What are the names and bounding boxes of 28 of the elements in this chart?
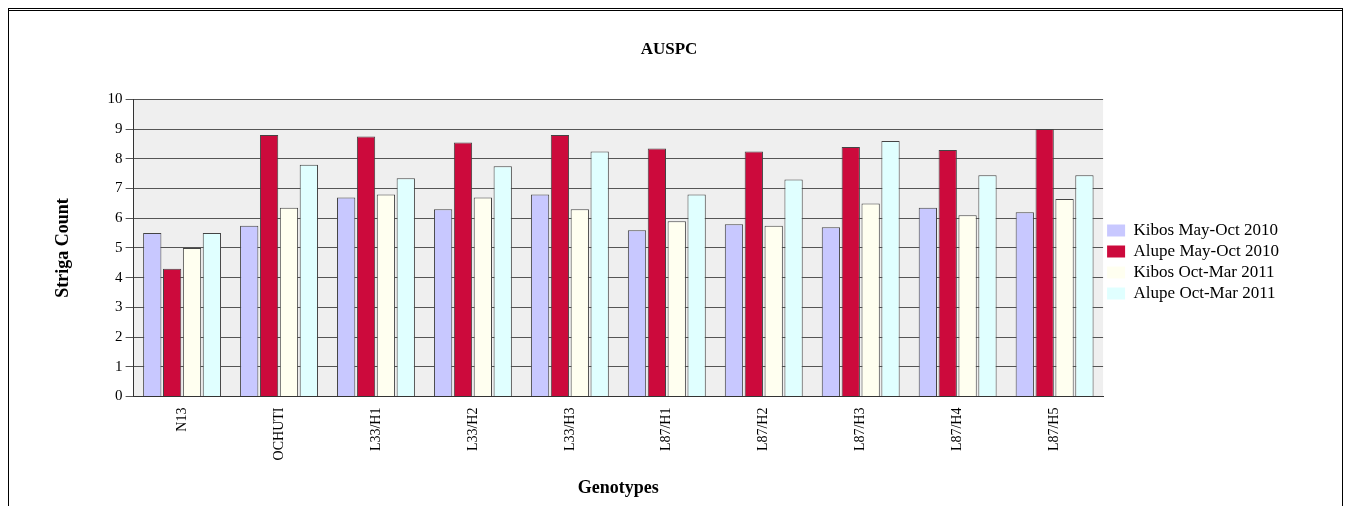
x-tick-label: L33/H3 xyxy=(561,407,577,452)
y-tick-label: 1 xyxy=(115,357,123,374)
x-tick-label: OCHUTI xyxy=(270,407,286,461)
y-tick-label: 3 xyxy=(115,298,123,315)
y-tick-label: 6 xyxy=(115,209,124,226)
x-axis-title: Genotypes xyxy=(577,476,659,497)
x-tick-label: N13 xyxy=(173,407,189,432)
x-tick-label: L33/H1 xyxy=(367,407,383,452)
y-tick-label: 7 xyxy=(115,179,124,196)
x-tick-label: L87/H2 xyxy=(755,407,771,452)
x-tick-label: L87/H4 xyxy=(949,407,965,452)
y-tick-label: 10 xyxy=(107,90,123,107)
chart-title: AUSPC xyxy=(640,38,698,58)
legend-label: Alupe Oct-Mar 2011 xyxy=(1133,282,1276,302)
y-tick-label: 8 xyxy=(115,149,123,166)
y-tick-label: 5 xyxy=(115,238,123,255)
y-tick-label: 0 xyxy=(115,387,123,404)
x-tick-label: L33/H2 xyxy=(464,407,480,452)
x-tick-label: L87/H1 xyxy=(658,407,674,452)
y-tick-label: 4 xyxy=(115,268,124,285)
y-axis-title: Striga Count xyxy=(52,198,73,298)
legend-label: Alupe May-Oct 2010 xyxy=(1133,240,1280,260)
y-tick-label: 9 xyxy=(115,120,123,137)
x-tick-label: L87/H5 xyxy=(1046,407,1062,452)
x-tick-label: L87/H3 xyxy=(852,407,868,452)
legend-label: Kibos May-Oct 2010 xyxy=(1133,219,1279,239)
y-tick-label: 2 xyxy=(115,328,123,345)
legend-label: Kibos Oct-Mar 2011 xyxy=(1133,261,1275,281)
